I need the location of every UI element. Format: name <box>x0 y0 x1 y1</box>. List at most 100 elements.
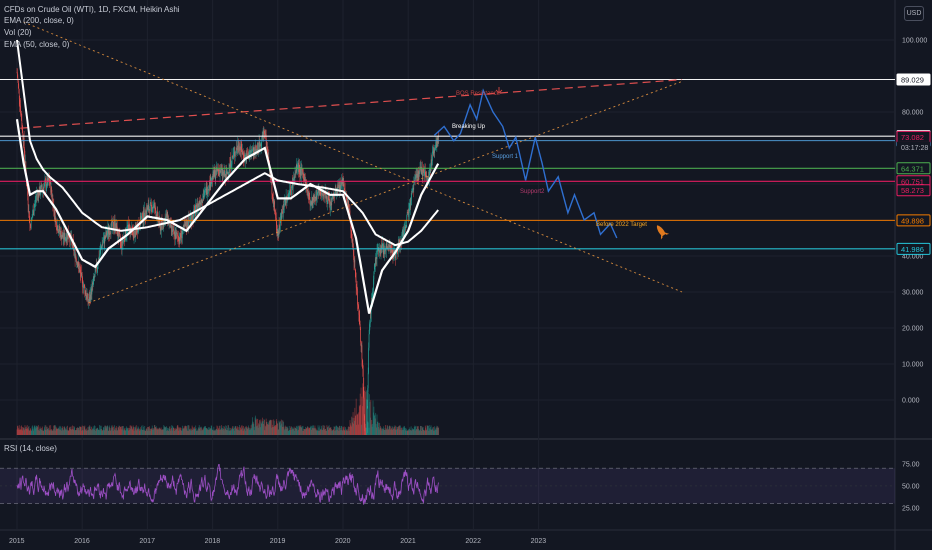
volume-bar <box>216 429 218 435</box>
volume-bar <box>52 430 53 435</box>
candle-body <box>172 229 173 232</box>
volume-bar <box>95 430 96 435</box>
volume-bar <box>163 425 165 435</box>
ema-200-legend[interactable]: EMA (200, close, 0) <box>4 16 74 25</box>
volume-bar <box>87 430 88 435</box>
volume-bar <box>134 426 136 435</box>
candle-body <box>85 290 87 296</box>
candle-body <box>32 210 34 216</box>
candle-body <box>322 193 324 196</box>
candle-body <box>78 262 79 266</box>
candle-body <box>253 147 254 154</box>
volume-bar <box>33 430 34 435</box>
candle-body <box>68 237 70 238</box>
volume-bar <box>52 430 54 435</box>
candle-body <box>432 151 433 161</box>
volume-bar <box>197 427 199 435</box>
volume-bar <box>237 427 239 435</box>
annotation-label: Support 1 <box>492 154 519 160</box>
candle-body <box>21 120 23 127</box>
volume-bar <box>114 425 115 435</box>
candle-body <box>374 264 375 272</box>
candle-body <box>231 164 232 167</box>
volume-legend[interactable]: Vol (20) <box>4 28 32 37</box>
candle-body <box>36 194 37 198</box>
volume-bar <box>184 428 185 435</box>
candle-body <box>340 187 341 190</box>
candle-body <box>34 203 36 207</box>
candle-body <box>288 193 290 195</box>
ema-50-legend[interactable]: EMA (50, close, 0) <box>4 40 70 49</box>
candle-body <box>113 225 115 229</box>
volume-bar <box>293 426 295 435</box>
volume-bar <box>375 424 377 435</box>
volume-bar <box>152 429 154 435</box>
volume-bar <box>44 425 46 435</box>
volume-bar <box>353 420 355 435</box>
candle-body <box>104 235 106 244</box>
volume-bar <box>226 429 228 435</box>
volume-bar <box>436 425 438 435</box>
candle-body <box>367 372 369 389</box>
candle-body <box>433 150 434 155</box>
time-axis[interactable]: 2015 2016 2017 2018 2019 2020 2021 2022 2023 <box>9 538 546 545</box>
candle-body <box>225 174 226 179</box>
rsi-pane[interactable] <box>0 440 895 526</box>
volume-bar <box>54 425 56 435</box>
volume-bar <box>183 428 185 435</box>
volume-bar <box>268 420 270 435</box>
symbol-title[interactable]: CFDs on Crude Oil (WTI), 1D, FXCM, Heiki… <box>4 5 180 14</box>
volume-bar <box>355 415 357 435</box>
volume-bar <box>242 427 244 435</box>
volume-bar <box>407 429 409 435</box>
candle-body <box>262 130 264 136</box>
candle-body <box>290 189 291 193</box>
volume-bar <box>349 426 350 435</box>
candle-body <box>341 180 343 185</box>
candle-body <box>203 194 205 198</box>
volume-bar <box>337 426 338 435</box>
candle-body <box>156 214 157 219</box>
candle-body <box>155 210 157 217</box>
candle-body <box>79 269 80 272</box>
volume-bar <box>332 429 334 435</box>
candle-body <box>243 154 244 159</box>
volume-bar <box>239 425 240 435</box>
volume-bar <box>17 429 19 435</box>
candle-body <box>196 204 197 214</box>
volume-bar <box>109 427 111 435</box>
projection-line <box>433 88 618 239</box>
volume-bar <box>345 427 346 435</box>
volume-bar <box>438 427 440 435</box>
volume-bar <box>62 430 64 435</box>
candle-body <box>89 294 91 301</box>
currency-button[interactable]: USD <box>904 6 924 21</box>
volume-bar <box>430 426 432 435</box>
volume-bar <box>141 425 142 435</box>
candle-body <box>88 297 90 303</box>
candle-body <box>144 208 146 217</box>
volume-bar <box>181 425 183 435</box>
candle-body <box>298 162 299 172</box>
volume-bar <box>366 399 368 435</box>
candle-body <box>181 230 183 239</box>
volume-bar <box>356 424 358 435</box>
volume-bar <box>414 430 416 435</box>
volume-bar <box>313 428 315 435</box>
price-pane[interactable] <box>0 0 895 438</box>
volume-bar <box>59 425 61 435</box>
candle-body <box>69 237 71 242</box>
volume-bar <box>361 396 363 435</box>
volume-bar <box>172 426 174 435</box>
volume-bar <box>171 430 173 435</box>
volume-bar <box>213 426 215 435</box>
rsi-legend[interactable]: RSI (14, close) <box>4 444 57 453</box>
volume-bar <box>400 425 401 435</box>
candle-body <box>230 166 232 168</box>
candle-body <box>301 168 303 170</box>
annotation-label: BOS Resistance <box>456 91 501 97</box>
volume-bar <box>216 425 218 435</box>
candle-body <box>38 190 40 196</box>
